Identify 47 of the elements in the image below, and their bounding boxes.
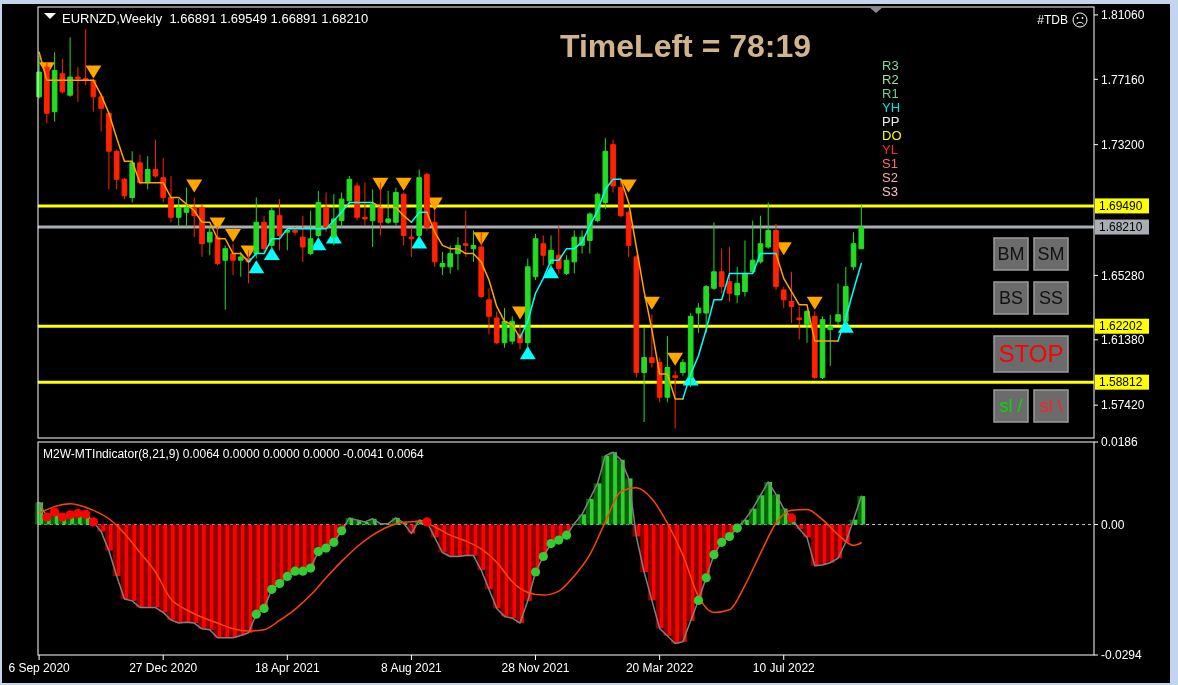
button: SM	[1033, 237, 1069, 271]
y-tick-label: 1.81060	[1101, 8, 1145, 23]
annotation: #TDB	[1037, 13, 1068, 27]
annotation: R2	[882, 72, 899, 87]
chart-title: M2W-MTIndicator(8,21,9) 0.0064 0.0000 0.0000 0.0000 -0.0041 0.0064	[43, 447, 425, 461]
annotation: PP	[882, 114, 900, 129]
x-tick-label: 8 Aug 2021	[381, 661, 443, 675]
button: SS	[1033, 281, 1069, 315]
button: STOP	[993, 335, 1069, 373]
y-tick-label: -0.0294	[1101, 648, 1143, 663]
annotation: R3	[882, 58, 899, 73]
annotation: sl \	[1039, 396, 1063, 417]
annotation: BM	[997, 244, 1025, 265]
x-tick-label: 20 Mar 2022	[625, 661, 694, 675]
annotation: S3	[882, 184, 898, 199]
button: BS	[993, 281, 1029, 315]
button: BM	[993, 237, 1029, 271]
y-tick-label: 1.77160	[1101, 72, 1145, 87]
chart-title: EURNZD,Weekly 1.66891 1.69549 1.66891 1.68210	[62, 11, 369, 26]
button: sl \	[1033, 389, 1069, 423]
annotation: YL	[882, 142, 898, 157]
ref-line-label: 1.69490	[1099, 199, 1143, 214]
button: sl /	[993, 389, 1029, 423]
annotation: DO	[882, 128, 902, 143]
x-tick-label: 28 Nov 2021	[501, 661, 570, 675]
annotation: R1	[882, 86, 899, 101]
x-tick-label: 27 Dec 2020	[129, 661, 198, 675]
x-tick-label: 10 Jul 2022	[752, 661, 816, 675]
annotation: BS	[998, 288, 1024, 309]
y-tick-label: 0.00	[1101, 517, 1125, 532]
annotation: SM	[1037, 244, 1065, 265]
y-tick-label: 1.57420	[1101, 398, 1145, 413]
annotation: SS	[1038, 288, 1064, 309]
annotation: S1	[882, 156, 898, 171]
x-tick-label: 6 Sep 2020	[8, 661, 71, 675]
ref-line-label: 1.58812	[1099, 375, 1143, 390]
ref-line-label: 1.62202	[1099, 319, 1143, 334]
annotation: YH	[882, 100, 901, 115]
annotation: sl /	[999, 396, 1023, 417]
ref-line-label: 1.68210	[1099, 220, 1143, 235]
y-tick-label: 1.73200	[1101, 137, 1145, 152]
y-tick-label: 1.61380	[1101, 332, 1145, 347]
annotation: S2	[882, 170, 898, 185]
x-tick-label: 18 Apr 2021	[254, 661, 320, 675]
y-tick-label: 0.0186	[1101, 435, 1139, 450]
annotation: TimeLeft = 78:19	[560, 28, 812, 64]
y-tick-label: 1.65280	[1101, 268, 1145, 283]
